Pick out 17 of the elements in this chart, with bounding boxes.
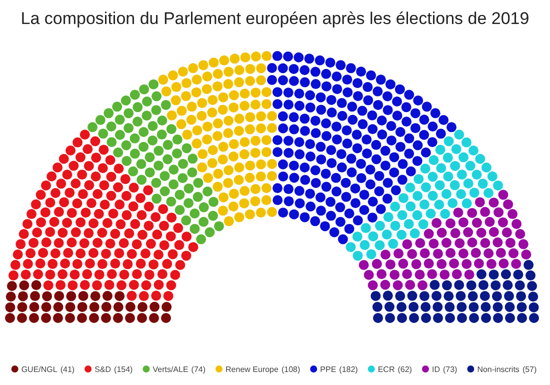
data-label: (73) bbox=[442, 365, 458, 374]
data-label: (154) bbox=[114, 365, 134, 374]
text: La composition du Parlement européen après les élections de 2019 bbox=[20, 9, 530, 28]
data-label: (57) bbox=[522, 365, 537, 374]
category-label: ECR bbox=[378, 365, 395, 374]
data-label: (41) bbox=[60, 365, 75, 374]
category-label: GUE/NGL bbox=[21, 365, 58, 374]
data-label: (108) bbox=[281, 365, 300, 374]
category-label: Renew Europe bbox=[226, 365, 280, 374]
category-label: PPE bbox=[320, 365, 336, 374]
data-label: (74) bbox=[191, 365, 206, 374]
category-label: S&D bbox=[94, 365, 112, 374]
category-label: Non-inscrits bbox=[477, 365, 520, 374]
category-label: Verts/ALE bbox=[152, 365, 188, 374]
category-label: ID bbox=[432, 365, 440, 374]
data-label: (182) bbox=[339, 365, 358, 374]
data-label: (62) bbox=[398, 365, 412, 374]
